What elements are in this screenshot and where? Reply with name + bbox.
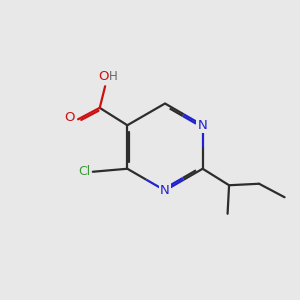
Text: O: O xyxy=(98,70,109,83)
Text: Cl: Cl xyxy=(78,165,90,178)
Text: N: N xyxy=(198,119,208,132)
Text: O: O xyxy=(64,111,75,124)
Text: N: N xyxy=(160,184,170,197)
Text: H: H xyxy=(109,70,118,83)
